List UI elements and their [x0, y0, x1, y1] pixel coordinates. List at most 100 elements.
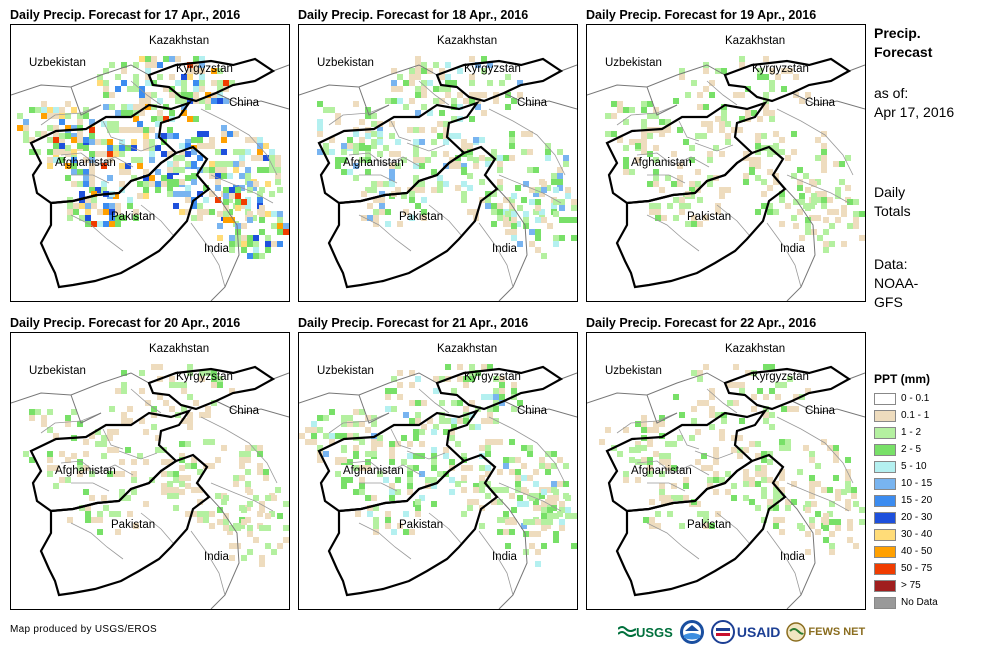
label-pakistan: Pakistan — [111, 519, 156, 531]
legend-label: > 75 — [901, 580, 921, 591]
label-pakistan: Pakistan — [399, 519, 444, 531]
label-uzbekistan: Uzbekistan — [29, 365, 86, 377]
label-china: China — [805, 405, 836, 417]
admin-boundaries — [40, 80, 278, 288]
label-india: India — [780, 551, 805, 563]
label-china: China — [517, 97, 548, 109]
label-kyrgyzstan: Kyrgyzstan — [176, 371, 233, 383]
legend-label: 20 - 30 — [901, 512, 933, 523]
label-afghanistan: Afghanistan — [55, 465, 116, 477]
label-kyrgyzstan: Kyrgyzstan — [464, 63, 521, 75]
legend-item: > 75 — [874, 577, 974, 594]
legend-label: 0 - 0.1 — [901, 393, 930, 404]
legend-item: 20 - 30 — [874, 509, 974, 526]
label-india: India — [492, 243, 517, 255]
legend-swatch — [874, 545, 896, 558]
admin-boundaries — [40, 388, 278, 596]
label-kazakhstan: Kazakhstan — [149, 343, 210, 355]
legend-swatch — [874, 511, 896, 524]
kyrgyzstan-outline — [435, 365, 564, 411]
panel-title: Daily Precip. Forecast for 22 Apr., 2016 — [586, 316, 817, 330]
legend-item: 2 - 5 — [874, 441, 974, 458]
pakistan-outline — [327, 145, 499, 289]
legend-swatch — [874, 562, 896, 575]
legend-label: 40 - 50 — [901, 546, 933, 557]
label-kazakhstan: Kazakhstan — [437, 343, 498, 355]
legend-item: 10 - 15 — [874, 475, 974, 492]
label-afghanistan: Afghanistan — [343, 157, 404, 169]
map-canvas — [587, 56, 865, 301]
admin-boundaries — [328, 80, 566, 288]
pakistan-outline — [39, 145, 211, 289]
forecast-map: Kazakhstan Uzbekistan Kyrgyzstan China Afgha… — [586, 24, 866, 302]
label-india: India — [780, 243, 805, 255]
legend-swatch — [874, 392, 896, 405]
label-pakistan: Pakistan — [111, 211, 156, 223]
legend-swatch — [874, 409, 896, 422]
forecast-map: Kazakhstan Uzbekistan Kyrgyzstan China Afgha… — [10, 332, 290, 610]
country-borders — [11, 372, 289, 609]
label-afghanistan: Afghanistan — [343, 465, 404, 477]
country-borders — [299, 64, 577, 301]
legend-title: PPT (mm) — [874, 372, 931, 386]
label-afghanistan: Afghanistan — [631, 157, 692, 169]
map-canvas — [11, 56, 289, 301]
precip-cells — [23, 364, 289, 567]
label-kazakhstan: Kazakhstan — [437, 35, 498, 47]
ppt-legend: PPT (mm) 0 - 0.1 0.1 - 1 1 - 2 2 - 5 5 - 10 1… — [874, 372, 974, 611]
pakistan-outline — [615, 145, 787, 289]
label-china: China — [229, 405, 260, 417]
usaid-logo: USAID — [710, 620, 780, 644]
label-kyrgyzstan: Kyrgyzstan — [752, 371, 809, 383]
country-borders — [587, 64, 865, 301]
usaid-seal-icon — [710, 620, 735, 644]
legend-item: 40 - 50 — [874, 543, 974, 560]
label-china: China — [229, 97, 260, 109]
admin-boundaries — [616, 388, 854, 596]
label-kazakhstan: Kazakhstan — [725, 343, 786, 355]
label-pakistan: Pakistan — [399, 211, 444, 223]
pakistan-outline — [39, 453, 211, 597]
label-kazakhstan: Kazakhstan — [725, 35, 786, 47]
panel-title: Daily Precip. Forecast for 17 Apr., 2016 — [10, 8, 241, 22]
admin-boundaries — [328, 388, 566, 596]
legend-item: No Data — [874, 594, 974, 611]
data-source: Data: NOAA- GFS — [874, 256, 919, 310]
precip-cells — [605, 56, 865, 253]
label-pakistan: Pakistan — [687, 211, 732, 223]
kyrgyzstan-outline — [147, 57, 276, 103]
legend-label: 1 - 2 — [901, 427, 922, 438]
kyrgyzstan-outline — [723, 365, 852, 411]
daily-totals-note: Daily Totals — [874, 184, 911, 219]
logo-strip: USGS USAID FEWS NET — [618, 617, 865, 647]
legend-item: 5 - 10 — [874, 458, 974, 475]
label-uzbekistan: Uzbekistan — [605, 57, 662, 69]
kyrgyzstan-outline — [147, 365, 276, 411]
legend-item: 1 - 2 — [874, 424, 974, 441]
precip-cells — [599, 364, 865, 555]
label-china: China — [517, 405, 548, 417]
legend-item: 15 - 20 — [874, 492, 974, 509]
label-afghanistan: Afghanistan — [631, 465, 692, 477]
legend-swatch — [874, 443, 896, 456]
label-kyrgyzstan: Kyrgyzstan — [176, 63, 233, 75]
legend-item: 0.1 - 1 — [874, 407, 974, 424]
legend-label: 5 - 10 — [901, 461, 927, 472]
label-uzbekistan: Uzbekistan — [317, 365, 374, 377]
label-uzbekistan: Uzbekistan — [29, 57, 86, 69]
legend-swatch — [874, 494, 896, 507]
pakistan-outline — [615, 453, 787, 597]
panel-title: Daily Precip. Forecast for 19 Apr., 2016 — [586, 8, 817, 22]
legend-swatch — [874, 426, 896, 439]
country-borders — [587, 372, 865, 609]
legend-swatch — [874, 477, 896, 490]
label-afghanistan: Afghanistan — [55, 157, 116, 169]
legend-label: 2 - 5 — [901, 444, 922, 455]
label-india: India — [204, 243, 229, 255]
forecast-map: Kazakhstan Uzbekistan Kyrgyzstan China Afgha… — [298, 24, 578, 302]
label-india: India — [492, 551, 517, 563]
label-pakistan: Pakistan — [687, 519, 732, 531]
label-kyrgyzstan: Kyrgyzstan — [752, 63, 809, 75]
legend-label: 0.1 - 1 — [901, 410, 930, 421]
legend-item: 30 - 40 — [874, 526, 974, 543]
